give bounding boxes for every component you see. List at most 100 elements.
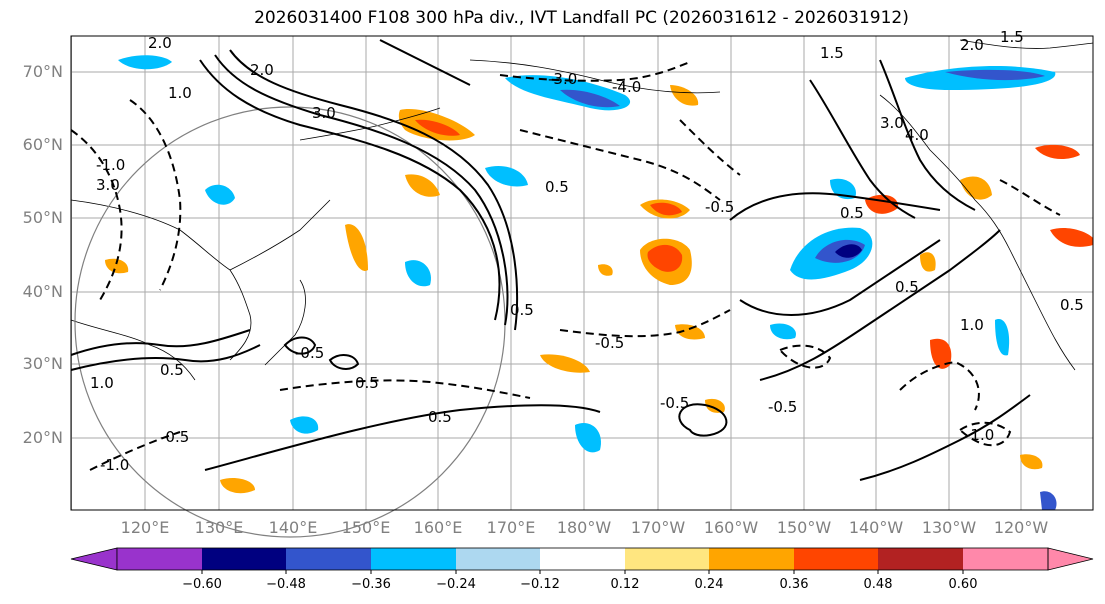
contour-label: 0.5	[160, 361, 184, 379]
div-pos-region	[1050, 227, 1093, 247]
colorbar-segment	[202, 548, 286, 570]
contour-label: -0.5	[160, 428, 189, 446]
colorbar-tick-label: 0.24	[694, 577, 724, 592]
colorbar-tick-label: 0.36	[779, 577, 809, 592]
div-pos-region	[405, 174, 440, 197]
div-neg-region	[405, 260, 431, 287]
contour-label: 2.0	[960, 36, 984, 54]
colorbar-segment	[286, 548, 371, 570]
lat-label: 60°N	[22, 135, 63, 154]
lon-label: 180°W	[556, 518, 612, 537]
div-pos-region	[1035, 144, 1080, 160]
colorbar-extend-max	[1047, 547, 1094, 571]
colorbar-tick-label: −0.24	[436, 577, 476, 592]
contour-label: 3.0	[312, 104, 336, 122]
lat-label: 70°N	[22, 62, 63, 81]
contour-label: 2.0	[250, 61, 274, 79]
colorbar-extend-min	[70, 547, 118, 571]
colorbar-segment	[794, 548, 878, 570]
div-neg-region	[995, 319, 1010, 356]
div-pos-region	[647, 244, 683, 272]
contour-label: -0.5	[705, 198, 734, 216]
contour-label: 3.0	[96, 176, 120, 194]
colorbar-tick-label: −0.36	[351, 577, 391, 592]
contour-label: -0.5	[595, 334, 624, 352]
lon-label: 150°E	[341, 518, 391, 537]
contour-label: -0.5	[660, 394, 689, 412]
lon-label: 140°W	[848, 518, 904, 537]
lon-label: 170°E	[486, 518, 536, 537]
div-pos-region	[105, 258, 129, 274]
chart-title: 2026031400 F108 300 hPa div., IVT Landfa…	[254, 8, 909, 28]
lon-label: 150°W	[776, 518, 832, 537]
div-neg-region	[835, 244, 862, 258]
colorbar-segment	[117, 548, 202, 570]
div-pos-region	[415, 119, 460, 136]
contour-label: -4.0	[612, 78, 641, 96]
contour-label: 1.0	[960, 316, 984, 334]
div-neg-region	[485, 165, 528, 187]
ivt-negative-contours	[70, 61, 1061, 471]
lat-label: 30°N	[22, 354, 63, 373]
div-pos-region	[675, 324, 705, 340]
contour-label: -1.0	[100, 456, 129, 474]
ivt-positive-contours	[70, 39, 1031, 481]
contour-label: 0.5	[510, 301, 534, 319]
contour-labels: 2.0 3.0 1.0 1.5 2.0 3.0 -3.0 -4.0 -1.0 0…	[90, 28, 1084, 474]
lon-label: 130°E	[194, 518, 244, 537]
contour-label: 1.5	[820, 44, 844, 62]
contour-label: 4.0	[905, 126, 929, 144]
colorbar	[70, 547, 1094, 574]
colorbar-tick-label: 0.12	[610, 577, 640, 592]
contour-label: -0.5	[295, 344, 324, 362]
colorbar-outline	[116, 547, 1049, 571]
div-pos-region	[705, 398, 725, 413]
contour-label: 0.5	[428, 408, 452, 426]
contour-label: -0.5	[768, 398, 797, 416]
div-pos-region	[920, 252, 936, 272]
colorbar-segment	[371, 548, 456, 570]
div-pos-region	[345, 224, 368, 271]
contour-label: 1.0	[90, 374, 114, 392]
div-neg-region	[770, 323, 796, 340]
div-neg-region	[575, 422, 601, 453]
colorbar-segment	[709, 548, 794, 570]
colorbar-segment	[540, 548, 625, 570]
contour-label: -3.0	[548, 70, 577, 88]
lon-label: 170°W	[630, 518, 686, 537]
coastlines	[70, 39, 1094, 381]
contour-label: 2.0	[148, 34, 172, 52]
lat-label: 50°N	[22, 208, 63, 227]
div-pos-region	[598, 264, 613, 276]
contour-label: 0.5	[545, 178, 569, 196]
colorbar-segment	[456, 548, 540, 570]
colorbar-tick-label: −0.48	[266, 577, 306, 592]
lon-label: 140°E	[268, 518, 318, 537]
div-neg-region	[560, 89, 620, 108]
div-pos-region	[670, 85, 699, 106]
colorbar-segment	[878, 548, 963, 570]
div-pos-region	[930, 338, 952, 369]
lon-label: 120°E	[120, 518, 170, 537]
contour-label: 0.5	[355, 374, 379, 392]
contour-label: 1.0	[168, 84, 192, 102]
div-pos-region	[960, 176, 992, 200]
contour-label: 1.5	[1000, 28, 1024, 46]
div-pos-region	[1020, 454, 1043, 470]
colorbar-segment	[963, 548, 1048, 570]
div-neg-region	[945, 69, 1045, 81]
colorbar-tick-label: 0.48	[863, 577, 893, 592]
colorbar-tick-label: −0.12	[520, 577, 560, 592]
div-pos-region	[220, 478, 255, 494]
div-neg-region	[1040, 491, 1057, 510]
div-pos-region	[540, 354, 590, 373]
lon-label: 160°E	[413, 518, 463, 537]
lon-label: 120°W	[993, 518, 1049, 537]
lat-label: 40°N	[22, 282, 63, 301]
colorbar-segment	[625, 548, 709, 570]
contour-label: -1.0	[965, 426, 994, 444]
div-pos-region	[650, 202, 682, 216]
contour-label: 3.0	[880, 114, 904, 132]
contour-label: -1.0	[96, 156, 125, 174]
